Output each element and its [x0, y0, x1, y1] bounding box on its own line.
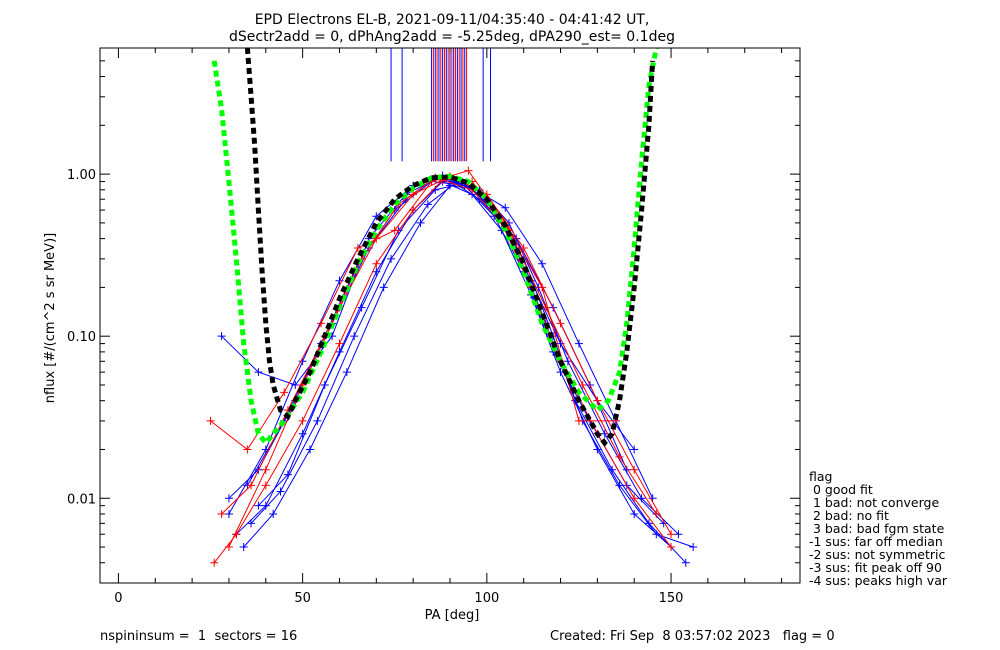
- data-point: [667, 543, 676, 552]
- data-point: [254, 501, 263, 510]
- legend-item: -2 sus: not symmetric: [809, 547, 945, 562]
- data-point: [217, 332, 226, 341]
- legend-item: -3 sus: fit peak off 90: [809, 560, 942, 575]
- data-point: [630, 509, 639, 518]
- data-point: [538, 259, 547, 268]
- data-point: [464, 166, 473, 175]
- data-point: [519, 244, 528, 253]
- legend-item: 1 bad: not converge: [809, 495, 939, 510]
- data-point: [667, 530, 676, 539]
- legend-item: -1 sus: far off median: [809, 534, 943, 549]
- data-point: [276, 487, 285, 496]
- data-point: [622, 465, 631, 474]
- y-axis-label: nflux [#/(cm^2 s sr MeV)]: [43, 233, 58, 403]
- footer-right: Created: Fri Sep 8 03:57:02 2023 flag = …: [550, 629, 835, 644]
- fit-curve-line: [244, 48, 656, 447]
- data-point: [630, 465, 639, 474]
- data-point: [390, 226, 399, 235]
- data-point: [674, 530, 683, 539]
- x-tick-label: 50: [294, 591, 311, 606]
- legend-item: 0 good fit: [809, 482, 873, 497]
- data-point: [353, 244, 362, 253]
- data-point: [261, 465, 270, 474]
- data-point: [644, 519, 653, 528]
- chart-subtitle: dSectr2add = 0, dPhAng2add = -5.25deg, d…: [229, 29, 675, 45]
- data-point: [630, 445, 639, 454]
- data-point: [538, 283, 547, 292]
- data-point: [283, 470, 292, 479]
- data-point: [409, 190, 418, 199]
- y-tick-label: 0.10: [67, 330, 96, 345]
- data-point: [681, 558, 690, 567]
- data-point: [243, 445, 252, 454]
- x-tick-label: 150: [659, 591, 684, 606]
- data-point: [261, 501, 270, 510]
- data-point: [578, 380, 587, 389]
- data-point: [556, 319, 565, 328]
- data-point: [217, 509, 226, 518]
- chart-title: EPD Electrons EL-B, 2021-09-11/04:35:40 …: [255, 12, 650, 28]
- data-point: [372, 259, 381, 268]
- data-point: [261, 481, 270, 490]
- data-point: [637, 494, 646, 503]
- data-point: [615, 452, 624, 461]
- fit-curve-line: [211, 48, 659, 447]
- data-point: [313, 416, 322, 425]
- data-point: [291, 380, 300, 389]
- y-tick-label: 1.00: [67, 168, 96, 183]
- data-point: [298, 416, 307, 425]
- data-point: [357, 303, 366, 312]
- data-point: [416, 218, 425, 227]
- data-point: [206, 416, 215, 425]
- data-point: [689, 543, 698, 552]
- data-point: [574, 339, 583, 348]
- data-point: [501, 203, 510, 212]
- flag-legend: flag 0 good fit 1 bad: not converge 2 ba…: [809, 469, 948, 588]
- data-point: [335, 339, 344, 348]
- data-point: [269, 509, 278, 518]
- x-tick-label: 0: [114, 591, 122, 606]
- data-point: [317, 319, 326, 328]
- data-point: [387, 254, 396, 263]
- data-point: [652, 530, 661, 539]
- axes: 0 50 100 150 0.01 0.10 1.00: [67, 47, 801, 606]
- x-axis-label: PA [deg]: [425, 608, 480, 623]
- footer-left: nspininsum = 1 sectors = 16: [100, 629, 297, 644]
- data-point: [224, 494, 233, 503]
- legend-item: 2 bad: no fit: [809, 508, 889, 523]
- data-point: [224, 509, 233, 518]
- data-point: [593, 396, 602, 405]
- data-point: [630, 494, 639, 503]
- data-point: [320, 380, 329, 389]
- data-point: [350, 332, 359, 341]
- data-point: [423, 200, 432, 209]
- data-point: [239, 543, 248, 552]
- data-point: [210, 558, 219, 567]
- data-point: [574, 416, 583, 425]
- data-point: [379, 283, 388, 292]
- data-point: [298, 429, 307, 438]
- data-point: [615, 481, 624, 490]
- data-point: [280, 388, 289, 397]
- data-point: [224, 543, 233, 552]
- x-tick-label: 100: [474, 591, 499, 606]
- y-tick-label: 0.01: [67, 492, 96, 507]
- legend-item: 3 bad: bad fgm state: [809, 521, 945, 536]
- fit-curves: [211, 48, 659, 447]
- legend-item: -4 sus: peaks high var: [809, 573, 948, 588]
- data-point: [541, 303, 550, 312]
- data-point: [475, 195, 484, 204]
- vertical-markers: [390, 48, 492, 162]
- data-point: [342, 368, 351, 377]
- data-point: [563, 357, 572, 366]
- data-point: [254, 368, 263, 377]
- data-point: [247, 519, 256, 528]
- data-point: [247, 481, 256, 490]
- legend-title: flag: [809, 469, 832, 484]
- data-point: [306, 445, 314, 454]
